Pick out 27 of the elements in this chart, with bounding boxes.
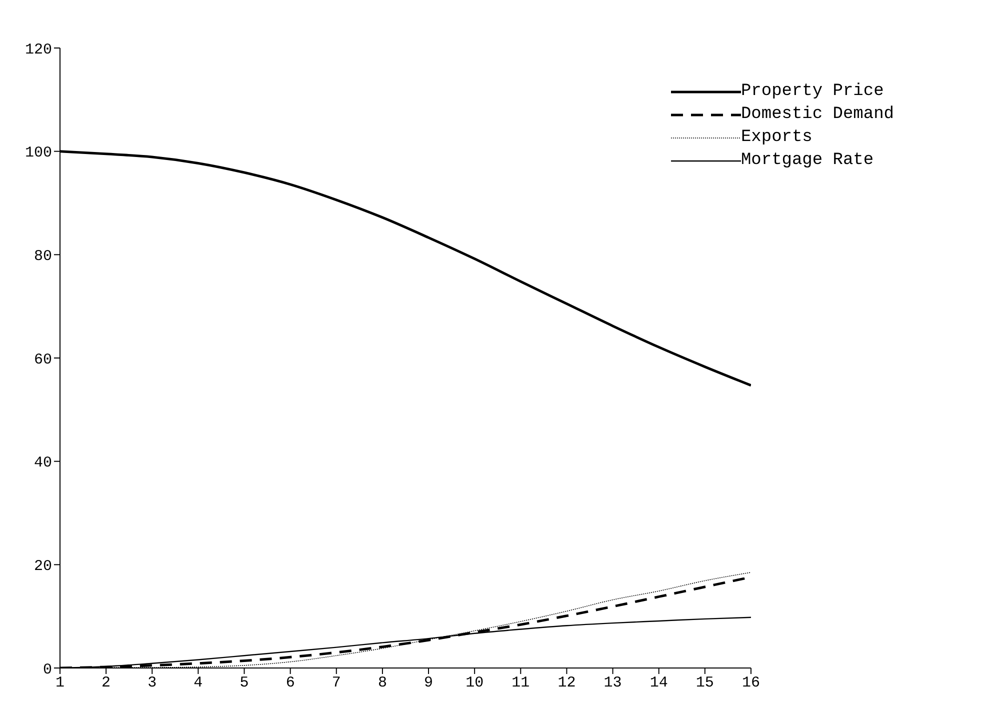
y-tick-label: 120	[24, 41, 52, 58]
y-tick-label: 40	[34, 454, 52, 472]
legend-label: Exports	[740, 128, 812, 148]
y-tick-label: 60	[34, 351, 52, 368]
legend-label: Mortgage Rate	[740, 150, 874, 170]
x-tick-label: 15	[696, 674, 714, 692]
x-tick-label: 12	[558, 674, 576, 692]
x-tick-label: 1	[55, 674, 65, 692]
y-tick-label: 80	[34, 248, 52, 265]
x-tick-label: 16	[742, 674, 760, 692]
y-tick-label: 0	[42, 661, 52, 678]
x-tick-label: 13	[604, 674, 622, 692]
x-tick-label: 8	[378, 674, 387, 692]
x-tick-label: 9	[424, 674, 434, 692]
x-tick-label: 6	[286, 674, 295, 692]
x-tick-label: 11	[512, 674, 530, 692]
y-tick-label: 100	[24, 144, 52, 162]
x-tick-label: 4	[194, 674, 203, 692]
y-tick-label: 20	[34, 558, 52, 575]
x-tick-label: 5	[240, 674, 249, 692]
x-tick-label: 3	[148, 674, 157, 692]
x-tick-label: 7	[332, 674, 341, 692]
legend-label: Property Price	[740, 82, 884, 102]
legend-label: Domestic Demand	[740, 104, 894, 124]
x-tick-label: 14	[650, 674, 668, 692]
x-tick-label: 10	[466, 674, 484, 692]
x-tick-label: 2	[102, 674, 111, 692]
